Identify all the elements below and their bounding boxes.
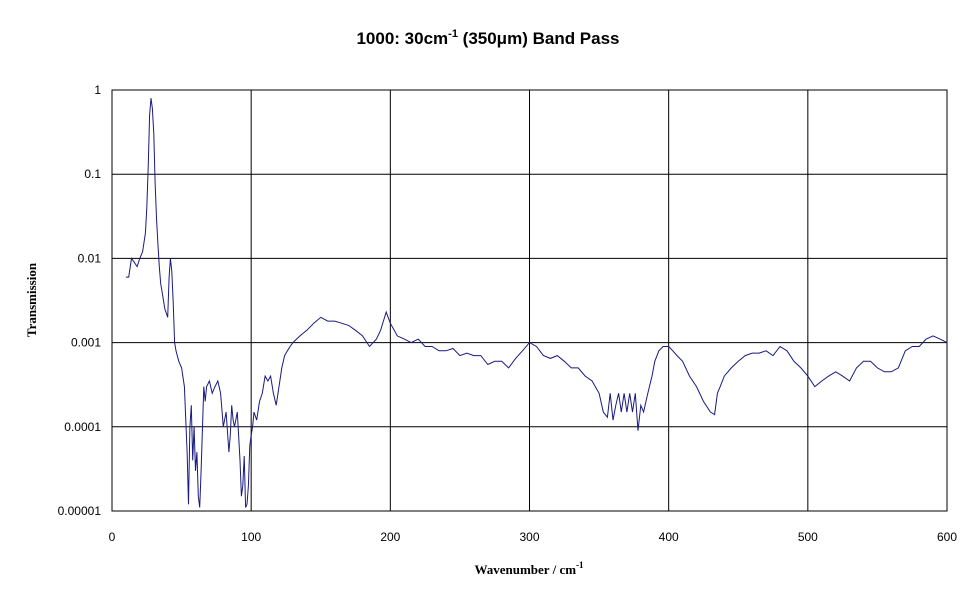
- y-tick-label: 0.01: [78, 251, 102, 265]
- y-tick-label: 0.1: [84, 167, 101, 181]
- y-axis: 1 0.1 0.01 0.001 0.0001 0.00001: [58, 83, 102, 518]
- y-tick-label: 1: [94, 83, 101, 97]
- x-axis: 0 100 200 300 400 500 600: [109, 530, 958, 544]
- x-axis-label: Wavenumber / cm-1: [474, 560, 584, 577]
- series-line: [125, 98, 948, 508]
- y-tick-label: 0.00001: [58, 504, 102, 518]
- x-tick-label: 0: [109, 530, 116, 544]
- x-tick-label: 300: [519, 530, 539, 544]
- grid: [111, 89, 948, 512]
- y-tick-label: 0.0001: [64, 420, 101, 434]
- y-tick-label: 0.001: [71, 336, 101, 350]
- x-tick-label: 500: [798, 530, 818, 544]
- plot-area: [111, 89, 948, 512]
- y-axis-label: Transmission: [24, 262, 39, 337]
- x-tick-label: 600: [937, 530, 957, 544]
- x-tick-label: 100: [241, 530, 261, 544]
- chart-title: 1000: 30cm-1 (350μm) Band Pass: [356, 28, 619, 48]
- x-tick-label: 400: [659, 530, 679, 544]
- x-tick-label: 200: [380, 530, 400, 544]
